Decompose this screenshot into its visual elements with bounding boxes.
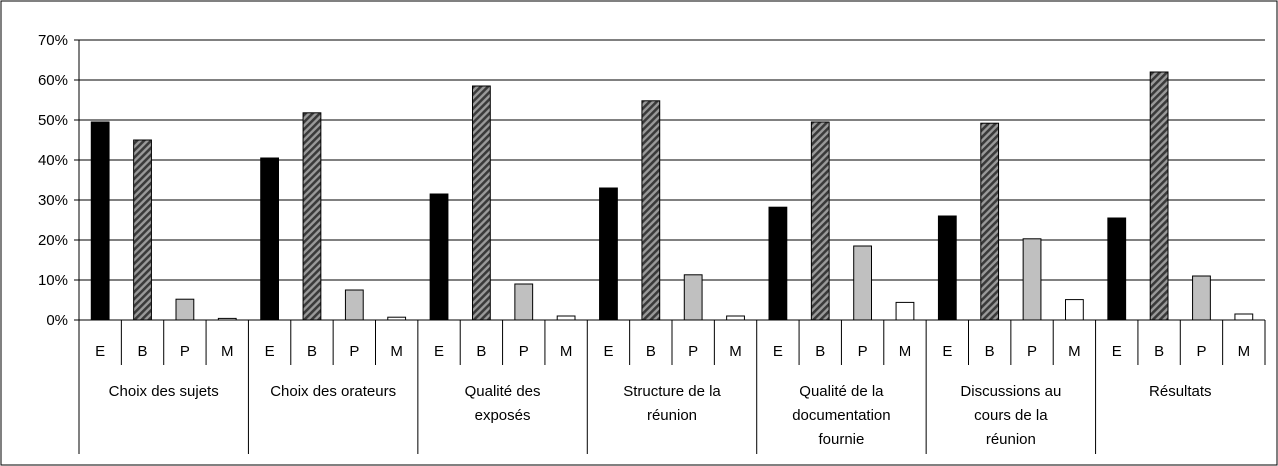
sub-category-label: P [1027, 343, 1037, 360]
sub-category-label: E [1112, 343, 1122, 360]
y-tick-label: 60% [38, 72, 68, 89]
bar-e [260, 157, 279, 321]
group-label: réunion [986, 431, 1036, 448]
bar-e [429, 193, 449, 321]
sub-category-label: B [646, 343, 656, 360]
bar-e [937, 215, 957, 321]
bars [90, 71, 1254, 321]
y-tick-label: 0% [46, 312, 68, 329]
sub-category-label: M [390, 343, 403, 360]
y-tick-label: 70% [38, 32, 68, 49]
bar-p [514, 283, 534, 321]
sub-category-label: B [476, 343, 486, 360]
group-label: documentation [792, 407, 890, 424]
bar-p [175, 298, 195, 321]
group-label: Choix des sujets [109, 383, 219, 400]
sub-category-label: E [603, 343, 613, 360]
group-label: Choix des orateurs [270, 383, 396, 400]
labels: 0% 10% 20% 30% 40% 50% 60% 70% E B P M Choix des suj… [38, 32, 1250, 448]
bar-e [599, 187, 618, 321]
bar-e [90, 121, 110, 321]
group-label: exposés [475, 407, 531, 424]
sub-category-label: P [688, 343, 698, 360]
group-label: Qualité des [465, 383, 541, 400]
sub-category-label: M [221, 343, 234, 360]
sub-category-label: E [95, 343, 105, 360]
bar-p [344, 289, 364, 321]
sub-category-label: B [815, 343, 825, 360]
bar-b [302, 112, 322, 321]
bar-b [1149, 71, 1169, 321]
bar-p [853, 245, 873, 321]
sub-category-label: P [1196, 343, 1206, 360]
bar-b [810, 121, 830, 321]
sub-category-label: E [265, 343, 275, 360]
bar-e [768, 206, 788, 321]
y-tick-label: 50% [38, 112, 68, 129]
group-label: fournie [818, 431, 864, 448]
bar-p [1192, 275, 1211, 321]
axes [74, 39, 1266, 454]
bar-m [726, 315, 745, 321]
sub-category-label: P [858, 343, 868, 360]
sub-category-label: P [519, 343, 529, 360]
sub-category-label: M [1238, 343, 1251, 360]
bar-b [133, 139, 152, 321]
sub-category-label: E [434, 343, 444, 360]
bar-b [641, 100, 661, 321]
group-label: Discussions au [960, 383, 1061, 400]
bar-b [980, 122, 1000, 321]
sub-category-label: B [1154, 343, 1164, 360]
group-label: Résultats [1149, 383, 1212, 400]
bar-m [556, 315, 576, 321]
sub-category-label: B [307, 343, 317, 360]
bar-b [472, 85, 491, 321]
group-label: cours de la [974, 407, 1048, 424]
sub-category-label: E [773, 343, 783, 360]
group-label: réunion [647, 407, 697, 424]
y-tick-label: 20% [38, 232, 68, 249]
bar-p [683, 274, 703, 321]
sub-category-label: M [560, 343, 573, 360]
sub-category-label: M [899, 343, 912, 360]
sub-category-label: B [138, 343, 148, 360]
bar-m [1065, 299, 1084, 321]
sub-category-label: P [180, 343, 190, 360]
sub-category-label: E [942, 343, 952, 360]
group-label: Structure de la [623, 383, 721, 400]
bar-e [1107, 217, 1127, 321]
sub-category-label: M [729, 343, 742, 360]
y-tick-label: 40% [38, 152, 68, 169]
bar-m [895, 301, 915, 321]
y-tick-label: 30% [38, 192, 68, 209]
bar-p [1022, 238, 1042, 321]
sub-category-label: M [1068, 343, 1081, 360]
sub-category-label: B [985, 343, 995, 360]
y-tick-label: 10% [38, 272, 68, 289]
bar-m [1234, 313, 1254, 321]
group-label: Qualité de la [799, 383, 884, 400]
sub-category-label: P [349, 343, 359, 360]
